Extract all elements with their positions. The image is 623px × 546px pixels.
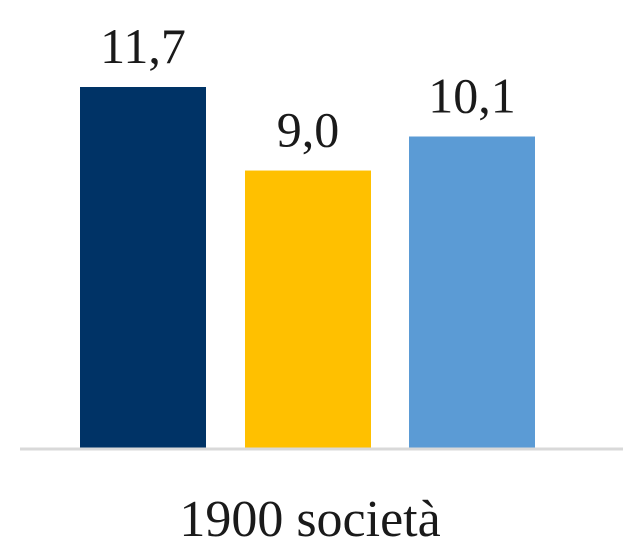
bar-2 [245, 170, 371, 450]
category-label: 1900 società [179, 491, 440, 546]
value-label-3: 10,1 [428, 68, 516, 124]
bar-1 [80, 87, 206, 449]
value-labels-group: 11,7 9,0 10,1 [100, 18, 516, 158]
value-label-2: 9,0 [277, 102, 340, 158]
value-label-1: 11,7 [100, 18, 186, 74]
bar-3 [409, 136, 535, 449]
bars-group [80, 87, 535, 450]
